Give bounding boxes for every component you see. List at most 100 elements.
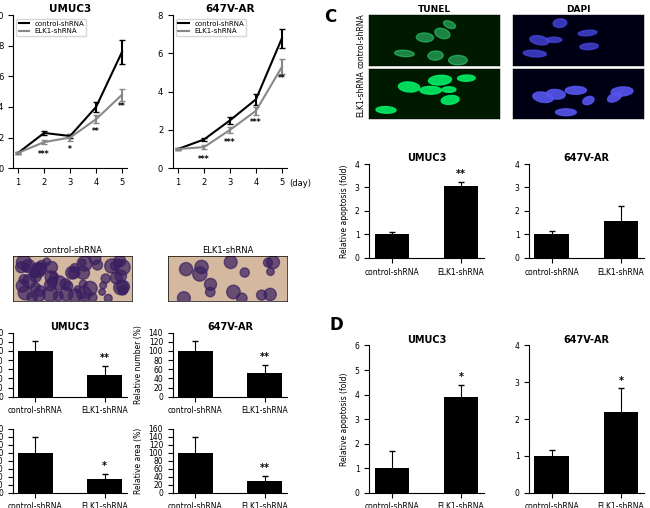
Ellipse shape bbox=[583, 97, 594, 105]
Point bbox=[16, 263, 27, 271]
Point bbox=[87, 294, 98, 302]
Point bbox=[27, 293, 37, 301]
Point bbox=[116, 283, 126, 292]
Point bbox=[61, 290, 72, 298]
Point bbox=[265, 291, 276, 299]
Point bbox=[237, 294, 247, 302]
Ellipse shape bbox=[395, 50, 414, 57]
Ellipse shape bbox=[428, 75, 452, 85]
Ellipse shape bbox=[458, 75, 475, 81]
Title: UMUC3: UMUC3 bbox=[51, 322, 90, 332]
Y-axis label: ELK1-shRNA: ELK1-shRNA bbox=[356, 71, 365, 117]
Ellipse shape bbox=[556, 109, 577, 116]
Point bbox=[46, 273, 57, 281]
Y-axis label: control-shRNA: control-shRNA bbox=[356, 13, 365, 68]
Point bbox=[118, 283, 128, 291]
Ellipse shape bbox=[376, 107, 396, 113]
Ellipse shape bbox=[533, 92, 553, 103]
Ellipse shape bbox=[435, 28, 450, 39]
Point bbox=[20, 289, 31, 297]
Point bbox=[101, 274, 111, 282]
Text: **: ** bbox=[456, 169, 466, 179]
Text: ***: *** bbox=[198, 155, 210, 164]
Ellipse shape bbox=[578, 30, 597, 36]
Title: UMUC3: UMUC3 bbox=[407, 335, 446, 345]
Point bbox=[239, 269, 250, 277]
Point bbox=[35, 265, 46, 273]
Bar bbox=[444, 186, 478, 258]
Point bbox=[35, 287, 46, 295]
Ellipse shape bbox=[448, 55, 467, 65]
Ellipse shape bbox=[565, 86, 586, 94]
Point bbox=[42, 258, 52, 266]
Point bbox=[118, 287, 128, 295]
Point bbox=[114, 257, 125, 265]
Text: **: ** bbox=[92, 127, 100, 136]
Text: **: ** bbox=[118, 103, 126, 111]
Point bbox=[60, 280, 70, 288]
Point bbox=[70, 292, 81, 300]
Text: ELK1-shRNA: ELK1-shRNA bbox=[202, 246, 254, 255]
Text: D: D bbox=[330, 316, 343, 334]
Bar bbox=[604, 221, 638, 258]
Bar bbox=[444, 397, 478, 493]
Bar bbox=[178, 351, 213, 397]
Text: ***: *** bbox=[38, 150, 50, 159]
Point bbox=[77, 259, 88, 267]
Ellipse shape bbox=[420, 86, 441, 94]
Ellipse shape bbox=[608, 92, 621, 102]
Point bbox=[36, 262, 47, 270]
Text: ***: *** bbox=[250, 118, 262, 128]
Point bbox=[34, 292, 44, 300]
Point bbox=[112, 259, 123, 267]
Text: C: C bbox=[324, 8, 336, 25]
Point bbox=[18, 282, 28, 290]
Point bbox=[228, 288, 239, 296]
Y-axis label: Relative apoptosis (fold): Relative apoptosis (fold) bbox=[340, 372, 349, 466]
Text: **: ** bbox=[259, 463, 270, 473]
Point bbox=[103, 294, 114, 302]
Legend: control-shRNA, ELK1-shRNA: control-shRNA, ELK1-shRNA bbox=[176, 19, 246, 36]
Text: control-shRNA: control-shRNA bbox=[43, 246, 103, 255]
Point bbox=[79, 290, 89, 298]
Point bbox=[62, 282, 73, 290]
Point bbox=[67, 269, 77, 277]
Point bbox=[19, 259, 29, 267]
Point bbox=[256, 291, 266, 299]
Point bbox=[29, 269, 39, 277]
Bar bbox=[18, 453, 53, 493]
Point bbox=[24, 277, 34, 285]
Bar bbox=[534, 456, 569, 493]
Ellipse shape bbox=[416, 33, 434, 42]
Title: DAPI: DAPI bbox=[566, 6, 590, 14]
Bar bbox=[248, 373, 282, 397]
Point bbox=[92, 261, 103, 269]
Title: 647V-AR: 647V-AR bbox=[564, 335, 610, 345]
Title: 647V-AR: 647V-AR bbox=[564, 153, 610, 163]
Text: **: ** bbox=[259, 352, 270, 362]
Point bbox=[181, 265, 191, 273]
Point bbox=[98, 281, 109, 290]
Text: *: * bbox=[619, 376, 623, 386]
Point bbox=[194, 270, 205, 278]
Bar bbox=[374, 468, 409, 493]
Point bbox=[47, 278, 58, 286]
Point bbox=[116, 272, 126, 280]
Point bbox=[53, 292, 64, 300]
Point bbox=[19, 275, 29, 283]
Point bbox=[90, 255, 100, 263]
Title: 647V-AR: 647V-AR bbox=[207, 322, 253, 332]
Point bbox=[70, 264, 80, 272]
Bar bbox=[534, 234, 569, 258]
Point bbox=[111, 274, 122, 282]
Title: TUNEL: TUNEL bbox=[418, 6, 451, 14]
Legend: control-shRNA, ELK1-shRNA: control-shRNA, ELK1-shRNA bbox=[16, 19, 86, 36]
Text: **: ** bbox=[99, 353, 110, 363]
Text: (day): (day) bbox=[290, 179, 312, 188]
Point bbox=[226, 258, 236, 266]
Ellipse shape bbox=[441, 96, 459, 104]
Ellipse shape bbox=[580, 43, 598, 50]
Bar bbox=[87, 375, 122, 397]
Point bbox=[205, 288, 215, 296]
Text: **: ** bbox=[278, 75, 286, 83]
